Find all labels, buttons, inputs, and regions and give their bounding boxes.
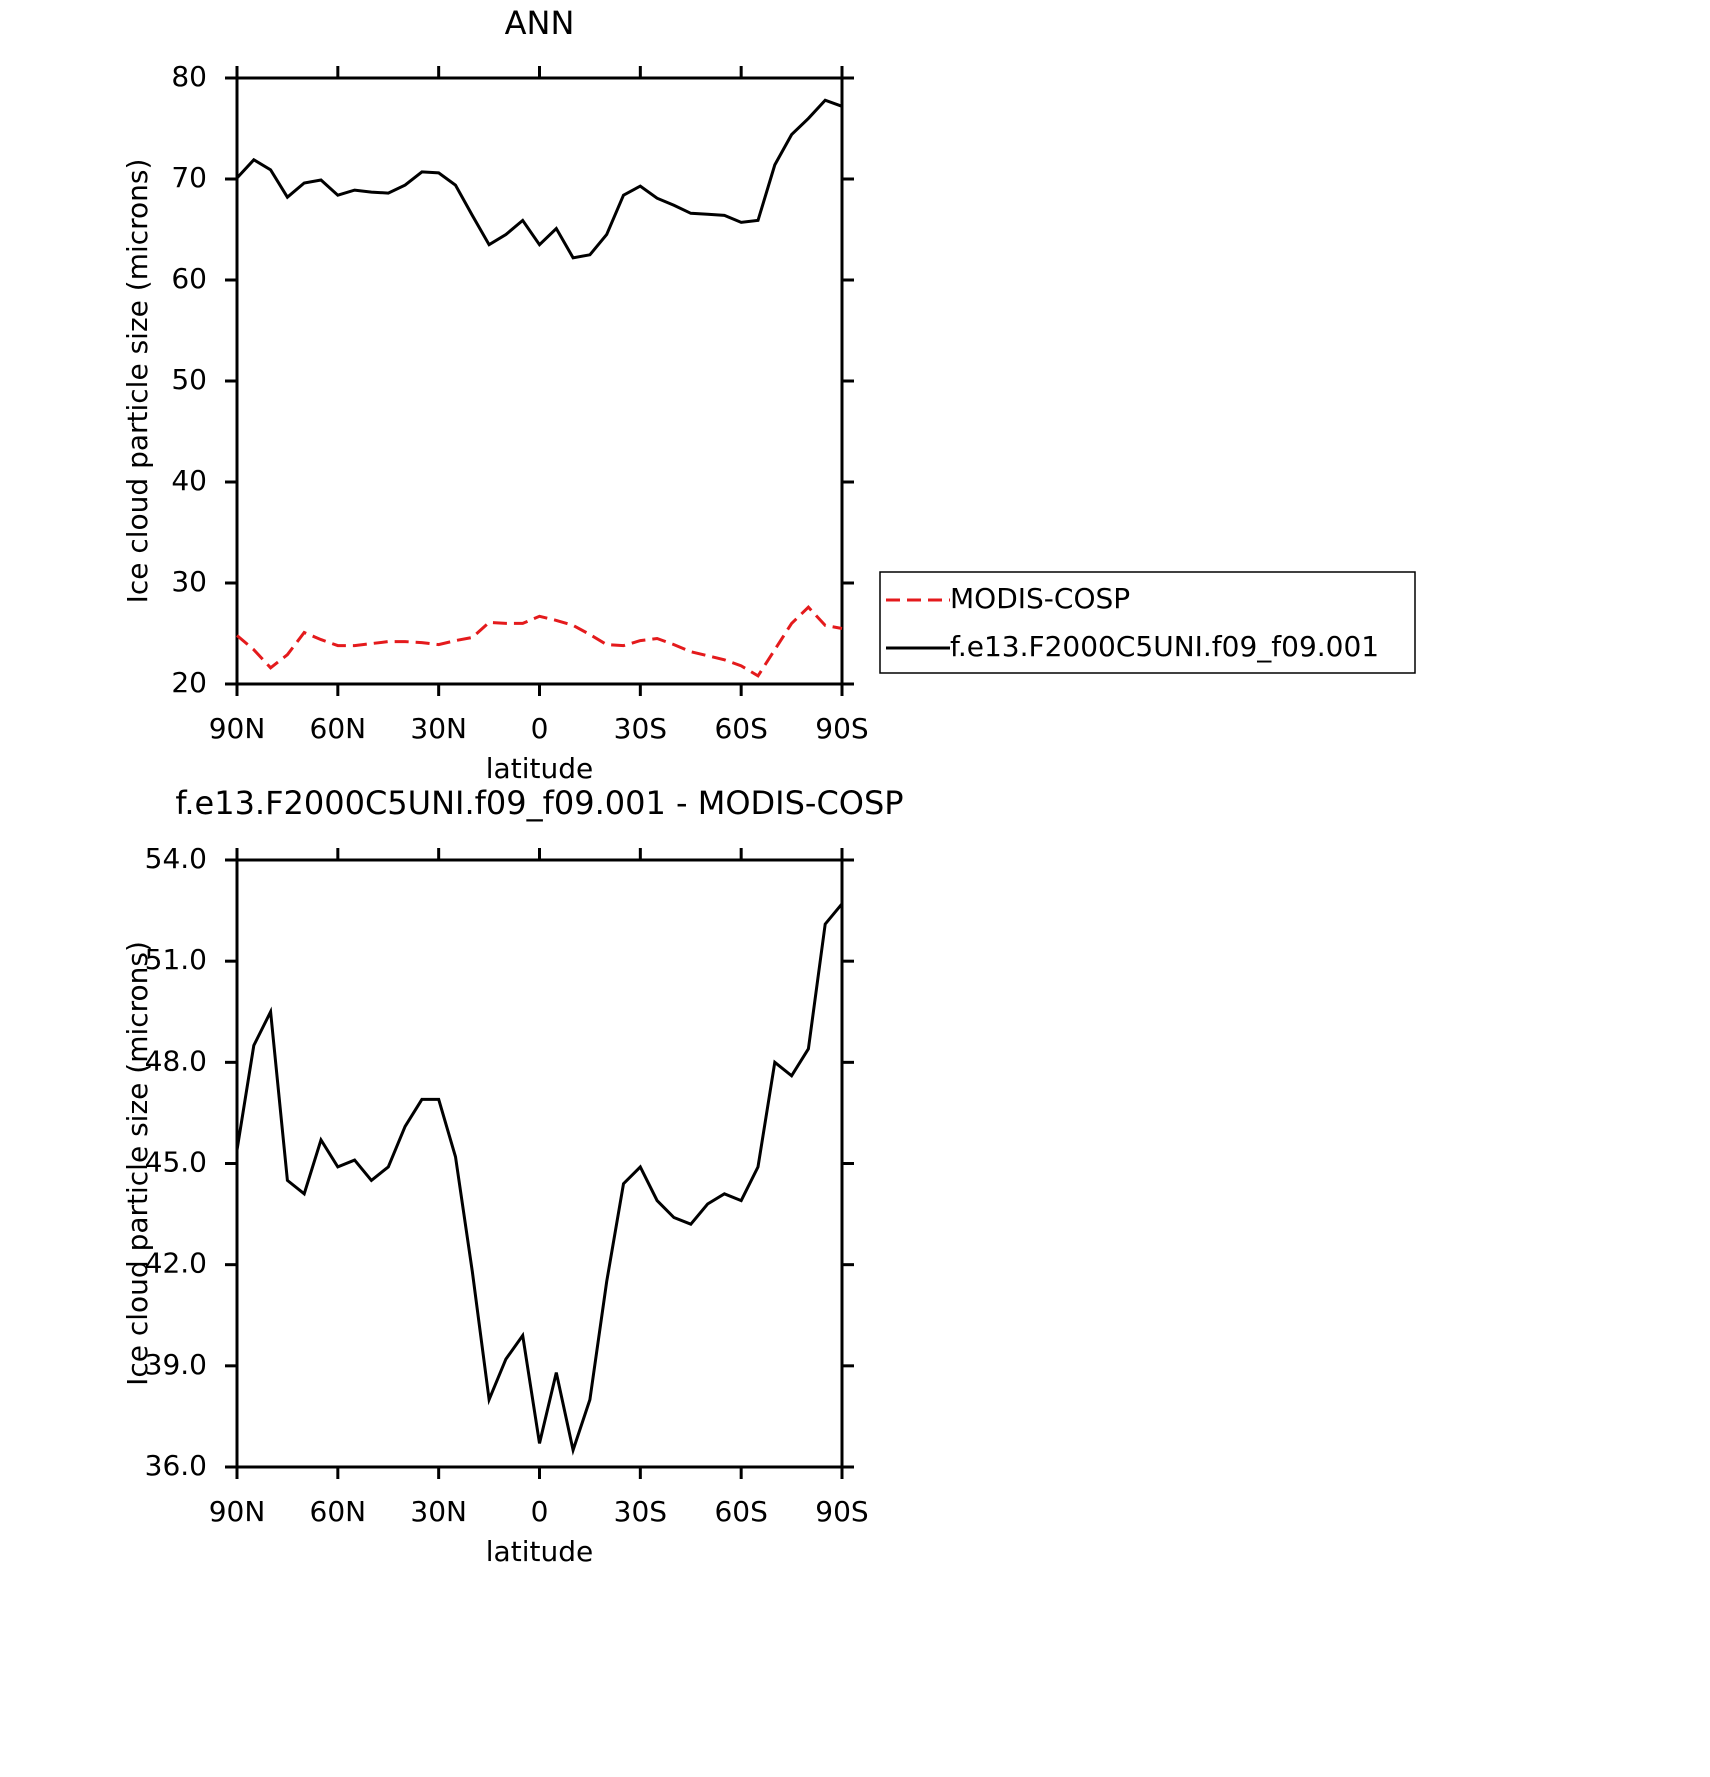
y-tick-label: 20 xyxy=(171,666,207,699)
x-tick-label: 30S xyxy=(614,712,667,745)
y-tick-label: 42.0 xyxy=(145,1247,207,1280)
y-tick-label: 50 xyxy=(171,363,207,396)
plot-frame xyxy=(235,858,844,1469)
y-tick-label: 40 xyxy=(171,464,207,497)
y-tick-label: 30 xyxy=(171,565,207,598)
chart-title: f.e13.F2000C5UNI.f09_f09.001 - MODIS-COS… xyxy=(175,784,903,822)
legend-label: f.e13.F2000C5UNI.f09_f09.001 xyxy=(950,630,1379,663)
y-axis-label: Ice cloud particle size (microns) xyxy=(121,941,154,1386)
series-line xyxy=(236,605,843,678)
legend-box xyxy=(879,571,1416,674)
x-tick-label: 60S xyxy=(714,1495,767,1528)
x-tick-label: 90S xyxy=(815,1495,868,1528)
x-tick-label: 60N xyxy=(310,1495,367,1528)
y-tick-label: 45.0 xyxy=(145,1146,207,1179)
y-tick-label: 60 xyxy=(171,262,207,295)
x-tick-label: 90N xyxy=(209,1495,266,1528)
x-axis-label: latitude xyxy=(486,752,593,785)
y-axis-label: Ice cloud particle size (microns) xyxy=(121,159,154,604)
x-tick-label: 0 xyxy=(531,1495,549,1528)
x-tick-label: 0 xyxy=(531,712,549,745)
y-tick-label: 70 xyxy=(171,161,207,194)
y-tick-label: 48.0 xyxy=(145,1044,207,1077)
y-tick-label: 36.0 xyxy=(145,1449,207,1482)
y-tick-label: 80 xyxy=(171,60,207,93)
x-axis-label: latitude xyxy=(486,1535,593,1568)
chart-title: ANN xyxy=(505,4,575,42)
x-tick-label: 60N xyxy=(310,712,367,745)
plot-frame xyxy=(235,76,844,686)
x-tick-label: 60S xyxy=(714,712,767,745)
x-tick-label: 90S xyxy=(815,712,868,745)
x-tick-label: 30N xyxy=(410,712,467,745)
x-tick-label: 30S xyxy=(614,1495,667,1528)
legend-label: MODIS-COSP xyxy=(950,582,1130,615)
series-line xyxy=(235,902,844,1456)
series-line xyxy=(235,98,843,260)
y-tick-label: 51.0 xyxy=(145,943,207,976)
x-tick-label: 30N xyxy=(410,1495,467,1528)
x-tick-label: 90N xyxy=(209,712,266,745)
y-tick-label: 54.0 xyxy=(145,842,207,875)
y-tick-label: 39.0 xyxy=(145,1348,207,1381)
